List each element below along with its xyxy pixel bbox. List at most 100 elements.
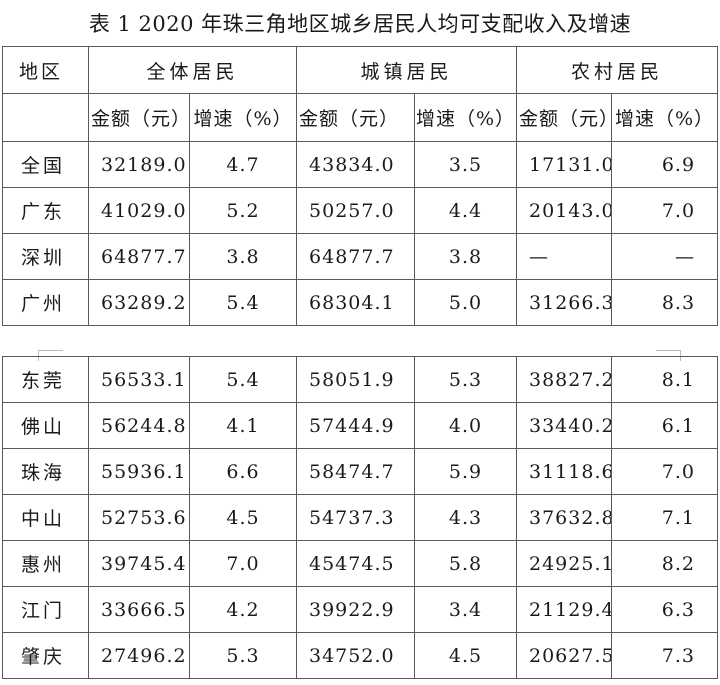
sub-header-all-rate: 增速（%） (188, 93, 298, 142)
urban-amount-cell: 58051.9 (296, 356, 415, 403)
region-cell: 深圳 (2, 233, 89, 280)
all-rate-cell: 5.2 (188, 187, 298, 234)
rural-rate-cell: 7.3 (611, 632, 718, 679)
rural-amount-cell: 33440.2 (516, 402, 612, 449)
table-row: 肇庆 27496.2 5.3 34752.0 4.5 20627.5 7.3 (2, 632, 718, 679)
all-rate-cell: 5.3 (189, 632, 297, 679)
all-rate-cell: 5.4 (189, 356, 297, 403)
table-row: 佛山 56244.8 4.1 57444.9 4.0 33440.2 6.1 (2, 402, 718, 449)
table-row: 广东 41029.0 5.2 50257.0 4.4 20143.0 7.0 (2, 187, 719, 234)
urban-rate-cell: 3.4 (414, 586, 517, 633)
urban-rate-cell: 4.4 (414, 187, 518, 234)
rural-rate-cell: 7.1 (611, 494, 718, 541)
table-row: 广州 63289.2 5.4 68304.1 5.0 31266.3 8.3 (2, 279, 719, 326)
all-rate-cell: 7.0 (189, 540, 297, 587)
group-header-urban: 城镇居民 (296, 46, 518, 94)
page-break-gap (0, 331, 720, 356)
all-amount-cell: 64877.7 (88, 233, 190, 280)
all-rate-cell: 4.7 (188, 141, 298, 188)
all-amount-cell: 56533.1 (88, 356, 190, 403)
region-cell: 肇庆 (2, 632, 89, 679)
rural-amount-cell: 24925.1 (516, 540, 612, 587)
urban-amount-cell: 58474.7 (296, 448, 415, 495)
sub-header-row: 金额（元） 增速（%） 金额（元） 增速（%） 金额（元） 增速（%） (2, 93, 719, 142)
all-amount-cell: 32189.0 (88, 141, 190, 188)
table-title: 表 1 2020 年珠三角地区城乡居民人均可支配收入及增速 (88, 12, 632, 36)
rural-amount-cell: 37632.8 (516, 494, 612, 541)
sub-header-rural-rate: 增速（%） (611, 93, 719, 142)
urban-rate-cell: 4.3 (414, 494, 517, 541)
table-row: 珠海 55936.1 6.6 58474.7 5.9 31118.6 7.0 (2, 448, 718, 495)
region-cell: 东莞 (2, 356, 89, 403)
urban-rate-cell: 3.5 (414, 141, 518, 188)
sub-header-urban-rate: 增速（%） (414, 93, 518, 142)
region-cell: 广东 (2, 187, 89, 234)
urban-amount-cell: 50257.0 (296, 187, 416, 234)
rural-rate-cell: — (611, 233, 719, 280)
all-rate-cell: 4.2 (189, 586, 297, 633)
group-header-row: 地区 全体居民 城镇居民 农村居民 (2, 46, 719, 94)
sub-header-all-amount: 金额（元） (88, 93, 190, 142)
group-header-all: 全体居民 (87, 46, 298, 94)
all-amount-cell: 55936.1 (88, 448, 190, 495)
all-amount-cell: 52753.6 (88, 494, 190, 541)
all-amount-cell: 39745.4 (88, 540, 190, 587)
urban-amount-cell: 54737.3 (296, 494, 415, 541)
region-cell: 全国 (2, 141, 89, 188)
rural-amount-cell: 17131.0 (516, 141, 613, 188)
page-corner-mark-right (656, 350, 681, 361)
income-table-top: 地区 全体居民 城镇居民 农村居民 金额（元） 增速（%） 金额（元） 增速（%… (2, 46, 719, 326)
rural-amount-cell: 20143.0 (516, 187, 613, 234)
urban-rate-cell: 4.0 (414, 402, 517, 449)
region-header: 地区 (2, 46, 89, 94)
all-rate-cell: 4.1 (189, 402, 297, 449)
region-cell: 中山 (2, 494, 89, 541)
rural-rate-cell: 8.3 (611, 279, 719, 326)
urban-rate-cell: 5.3 (414, 356, 517, 403)
rural-amount-cell: 20627.5 (516, 632, 612, 679)
rural-amount-cell: 31266.3 (516, 279, 613, 326)
all-rate-cell: 3.8 (188, 233, 298, 280)
table-body-bottom: 东莞 56533.1 5.4 58051.9 5.3 38827.2 8.1 佛山 56244.… (2, 356, 718, 679)
region-cell: 惠州 (2, 540, 89, 587)
urban-amount-cell: 68304.1 (296, 279, 416, 326)
region-cell: 珠海 (2, 448, 89, 495)
all-rate-cell: 4.5 (189, 494, 297, 541)
table-body-top: 地区 全体居民 城镇居民 农村居民 金额（元） 增速（%） 金额（元） 增速（%… (2, 46, 719, 326)
all-amount-cell: 41029.0 (88, 187, 190, 234)
all-rate-cell: 6.6 (189, 448, 297, 495)
rural-amount-cell: 21129.4 (516, 586, 612, 633)
sub-header-empty (2, 93, 89, 142)
rural-rate-cell: 7.0 (611, 187, 719, 234)
all-amount-cell: 27496.2 (88, 632, 190, 679)
region-cell: 广州 (2, 279, 89, 326)
table-row: 江门 33666.5 4.2 39922.9 3.4 21129.4 6.3 (2, 586, 718, 633)
urban-amount-cell: 34752.0 (296, 632, 415, 679)
table-row: 深圳 64877.7 3.8 64877.7 3.8— — (2, 233, 719, 280)
region-cell: 佛山 (2, 402, 89, 449)
urban-amount-cell: 64877.7 (296, 233, 416, 280)
rural-rate-cell: 6.1 (611, 402, 718, 449)
rural-amount-cell: 31118.6 (516, 448, 612, 495)
group-header-rural: 农村居民 (516, 46, 719, 94)
sub-header-rural-amount: 金额（元） (516, 93, 613, 142)
table-row: 惠州 39745.4 7.0 45474.5 5.8 24925.1 8.2 (2, 540, 718, 587)
all-rate-cell: 5.4 (188, 279, 298, 326)
urban-amount-cell: 45474.5 (296, 540, 415, 587)
urban-amount-cell: 39922.9 (296, 586, 415, 633)
region-cell: 江门 (2, 586, 89, 633)
rural-rate-cell: 7.0 (611, 448, 718, 495)
urban-amount-cell: 43834.0 (296, 141, 416, 188)
rural-rate-cell: 6.9 (611, 141, 719, 188)
urban-amount-cell: 57444.9 (296, 402, 415, 449)
urban-rate-cell: 5.9 (414, 448, 517, 495)
table-row: 全国 32189.0 4.7 43834.0 3.5 17131.0 6.9 (2, 141, 719, 188)
page-corner-mark-left (38, 350, 63, 361)
urban-rate-cell: 5.0 (414, 279, 518, 326)
table-row: 东莞 56533.1 5.4 58051.9 5.3 38827.2 8.1 (2, 356, 718, 403)
rural-rate-cell: 6.3 (611, 586, 718, 633)
rural-rate-cell: 8.2 (611, 540, 718, 587)
sub-header-urban-amount: 金额（元） (296, 93, 416, 142)
urban-rate-cell: 5.8 (414, 540, 517, 587)
rural-amount-cell: — (516, 233, 613, 280)
